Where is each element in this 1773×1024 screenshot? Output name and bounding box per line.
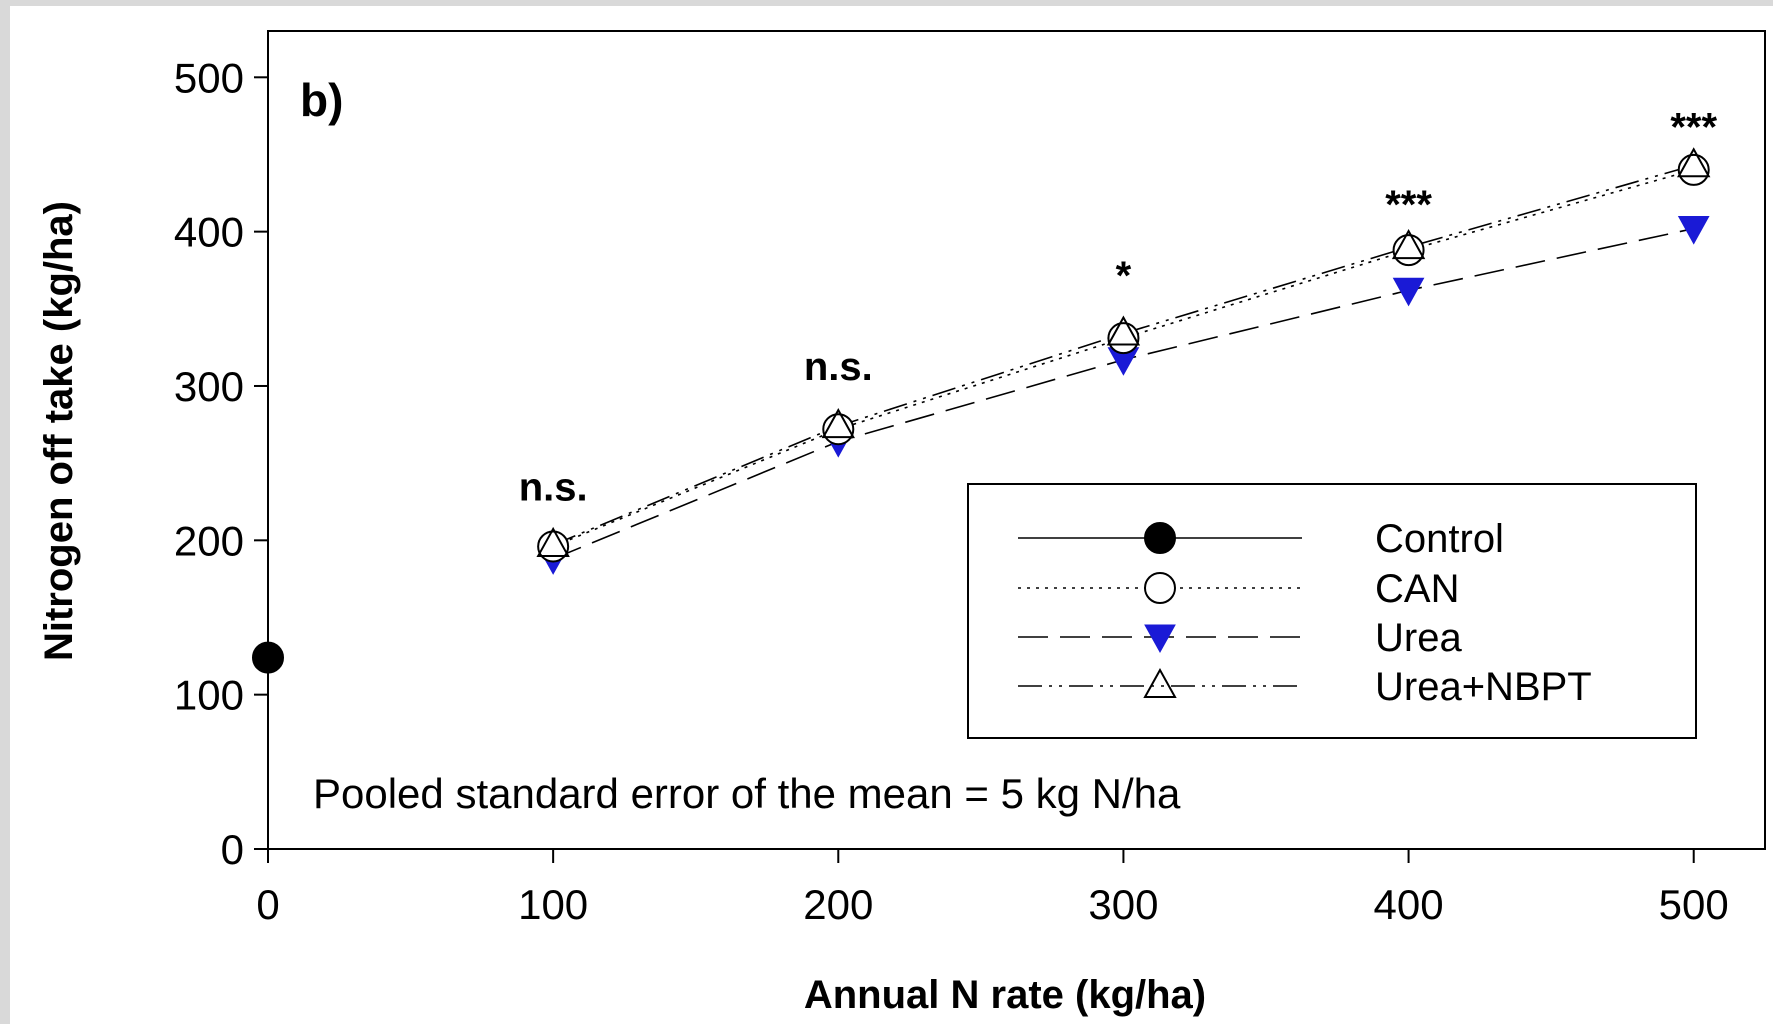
x-tick-label: 100 [518,881,588,928]
y-tick-label: 500 [174,54,244,101]
significance-label: *** [1385,183,1432,227]
legend-label-control: Control [1375,517,1504,561]
legend-box [967,483,1697,739]
data-point-urea-nbpt [1106,315,1141,346]
significance-label: n.s. [804,345,873,389]
x-tick-label: 300 [1088,881,1158,928]
data-point-control [252,641,284,674]
significance-label: * [1116,254,1132,298]
x-tick-label: 500 [1659,881,1729,928]
y-tick-label: 300 [174,363,244,410]
legend-label-can: CAN [1375,567,1459,611]
data-point-urea [1677,216,1710,245]
chart-canvas: 0 100 200 300 400 500 0 100 200 300 400 500 n.s. n.s… [10,6,1773,1024]
legend-marker-can [1144,572,1176,604]
line-chart: 0 100 200 300 400 500 0 100 200 300 400 500 n.s. n.s… [37,30,1766,1017]
x-axis-title: Annual N rate (kg/ha) [804,973,1206,1017]
series-line-urea-nbpt [552,164,1694,546]
legend: Control CAN Urea Urea+NBPT [967,483,1697,739]
panel-label: b) [300,74,343,126]
legend-marker-urea-nbpt [1143,667,1177,698]
legend-label-urea-nbpt: Urea+NBPT [1375,665,1592,709]
data-point-can [537,530,570,563]
data-point-urea-nbpt [1391,229,1426,260]
legend-label-urea: Urea [1375,616,1462,660]
data-point-urea-nbpt [536,526,570,557]
legend-marker-control [1144,522,1176,554]
y-tick-label: 100 [174,672,244,719]
significance-label: *** [1670,106,1717,150]
significance-label: n.s. [519,465,588,509]
x-tick-label: 0 [256,881,279,928]
y-tick-label: 0 [221,826,244,873]
data-point-urea-nbpt [821,408,855,439]
data-point-urea [1392,277,1425,307]
y-tick-label: 400 [174,209,244,256]
pooled-se-annotation: Pooled standard error of the mean = 5 kg… [313,770,1181,817]
x-tick-label: 200 [803,881,873,928]
plot-frame [267,30,1766,850]
axes: 0 100 200 300 400 500 0 100 200 300 400 500 [174,30,1766,928]
legend-marker-urea [1144,624,1176,654]
series-markers [252,147,1711,674]
data-point-urea-nbpt [1677,147,1711,178]
x-tick-label: 400 [1374,881,1444,928]
y-axis-title: Nitrogen off take (kg/ha) [37,201,81,661]
y-tick-label: 200 [174,517,244,564]
significance-labels: n.s.n.s.******* [519,106,1718,510]
